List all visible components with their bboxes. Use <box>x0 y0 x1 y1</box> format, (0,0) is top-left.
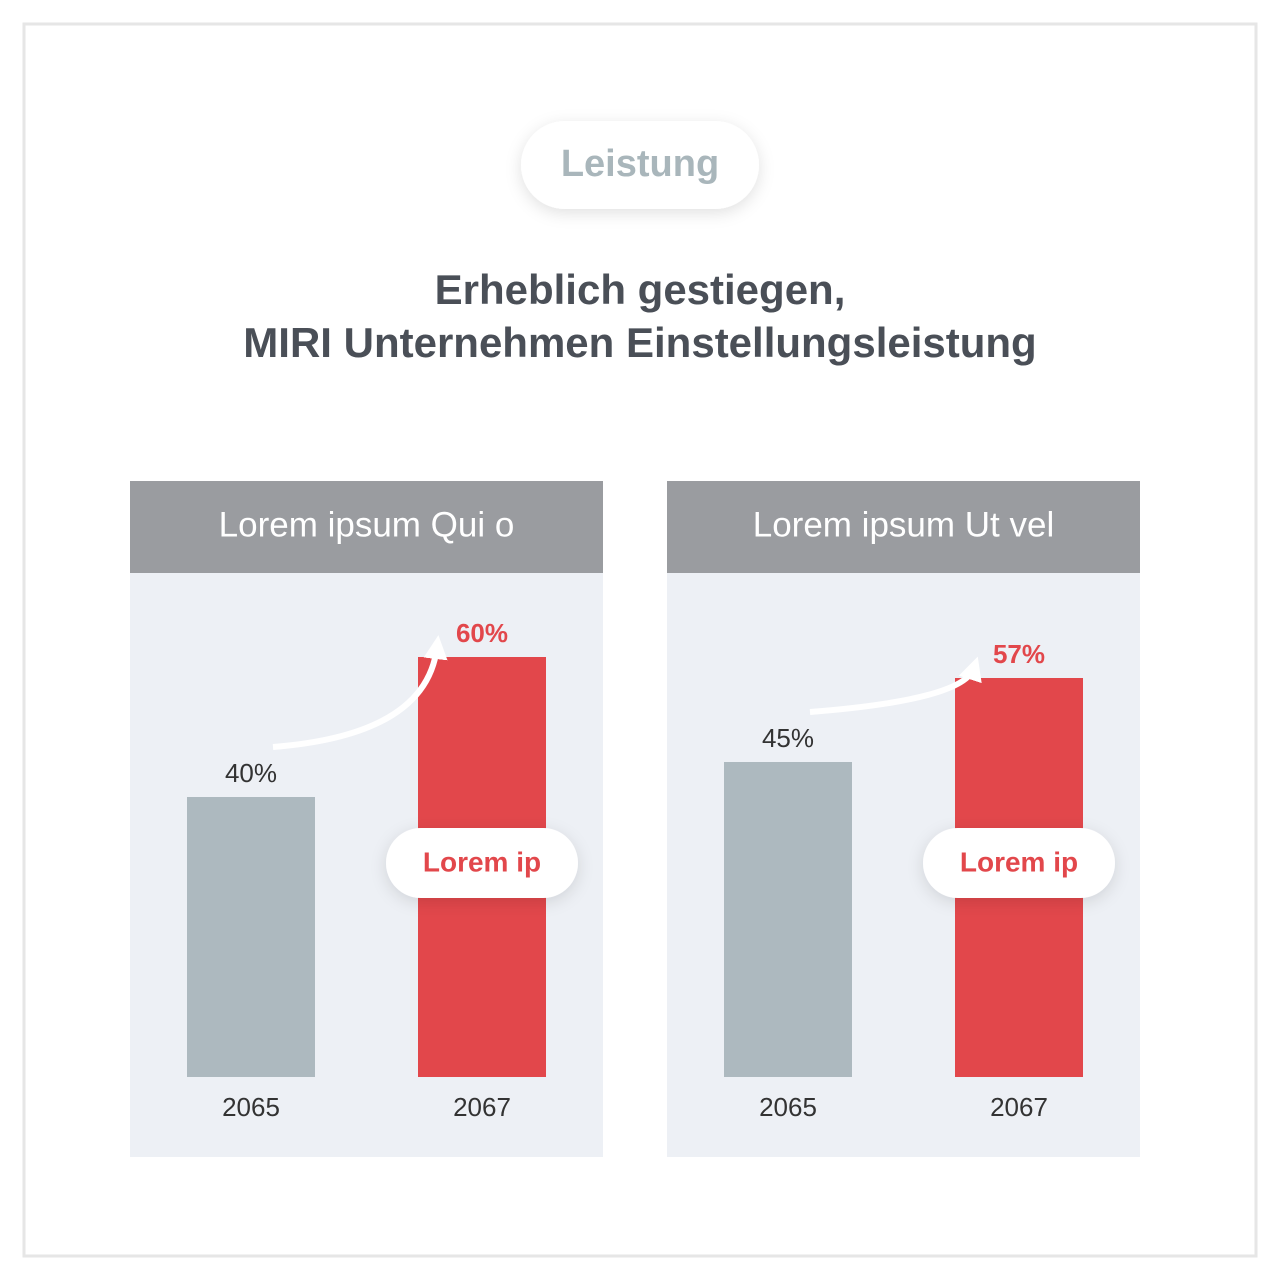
panel-title: Lorem ipsum Qui o <box>219 505 515 544</box>
x-tick-label: 2067 <box>990 1092 1048 1122</box>
title: MIRI Unternehmen Einstellungsleistung <box>243 319 1036 366</box>
badge <box>521 121 759 209</box>
x-tick-label: 2065 <box>759 1092 817 1122</box>
trend-arrow <box>272 635 448 750</box>
bar <box>724 762 852 1077</box>
annotation: Lorem ip <box>960 846 1078 877</box>
panel-header <box>667 481 1140 573</box>
value-label: 40% <box>225 758 277 788</box>
annotation-pill <box>386 828 578 898</box>
badge-text: Leistung <box>561 143 719 185</box>
x-tick-label: 2067 <box>453 1092 511 1122</box>
title: Erheblich gestiegen, <box>435 266 846 313</box>
value-label: 45% <box>762 723 814 753</box>
annotation-pill <box>923 828 1115 898</box>
panel-header <box>130 481 603 573</box>
x-tick-label: 2065 <box>222 1092 280 1122</box>
value-label: 57% <box>993 639 1045 669</box>
value-label: 60% <box>456 618 508 648</box>
panel-title: Lorem ipsum Ut vel <box>753 505 1054 544</box>
bar <box>187 797 315 1077</box>
annotation: Lorem ip <box>423 846 541 877</box>
trend-arrow <box>809 656 982 715</box>
